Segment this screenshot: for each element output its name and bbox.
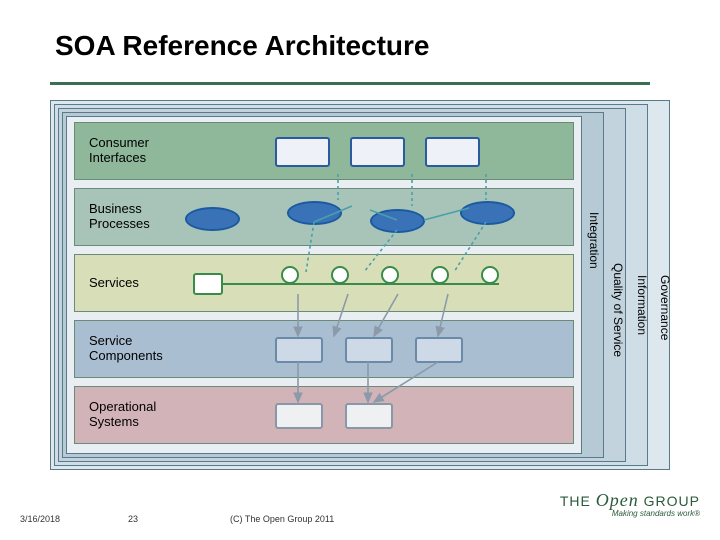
service-endpoint-1 [331, 266, 349, 284]
footer-date: 3/16/2018 [20, 514, 60, 524]
footer: 3/16/2018 23 (C) The Open Group 2011 THE… [0, 503, 720, 528]
service-component-0 [275, 337, 323, 363]
logo-tagline: Making standards work® [560, 509, 700, 518]
layers-stack: Consumer Interfaces Business Processes S… [74, 122, 574, 452]
service-component-1 [345, 337, 393, 363]
business-process-3 [460, 201, 515, 225]
layer-services-label: Services [75, 276, 195, 291]
page-title: SOA Reference Architecture [55, 30, 430, 62]
layer-ops-label: Operational Systems [75, 400, 195, 430]
diagram: Integration Quality of Service Informati… [50, 100, 670, 470]
business-process-1 [287, 201, 342, 225]
footer-copyright: (C) The Open Group 2011 [230, 514, 334, 524]
layer-ops-body [195, 387, 573, 443]
title-underline [50, 82, 650, 85]
consumer-channel-0 [275, 137, 330, 167]
logo-pre: THE [560, 493, 596, 509]
crosscut-governance-label: Governance [658, 260, 672, 355]
layer-services: Services [74, 254, 574, 312]
layer-consumer-label: Consumer Interfaces [75, 136, 195, 166]
business-process-2 [370, 209, 425, 233]
service-endpoint-3 [431, 266, 449, 284]
footer-page: 23 [128, 514, 138, 524]
service-endpoint-4 [481, 266, 499, 284]
crosscut-integration-label: Integration [587, 200, 601, 280]
layer-business-body [195, 189, 573, 245]
open-group-logo: THE Open GROUP Making standards work® [560, 490, 700, 518]
layer-consumer-body [195, 123, 573, 179]
service-endpoint-2 [381, 266, 399, 284]
crosscut-information-label: Information [635, 260, 649, 350]
operational-system-0 [275, 403, 323, 429]
services-bus-line [223, 283, 499, 285]
service-component-2 [415, 337, 463, 363]
layer-operational-systems: Operational Systems [74, 386, 574, 444]
crosscut-qos-label: Quality of Service [611, 245, 625, 375]
logo-open: Open [596, 490, 639, 510]
services-hub [193, 273, 223, 295]
layer-consumer: Consumer Interfaces [74, 122, 574, 180]
logo-post: GROUP [639, 493, 700, 509]
layer-business: Business Processes [74, 188, 574, 246]
consumer-channel-1 [350, 137, 405, 167]
layer-services-body [195, 255, 573, 311]
consumer-channel-2 [425, 137, 480, 167]
layer-service-components: Service Components [74, 320, 574, 378]
operational-system-1 [345, 403, 393, 429]
layer-svccomp-body [195, 321, 573, 377]
service-endpoint-0 [281, 266, 299, 284]
layer-business-label: Business Processes [75, 202, 195, 232]
layer-svccomp-label: Service Components [75, 334, 195, 364]
